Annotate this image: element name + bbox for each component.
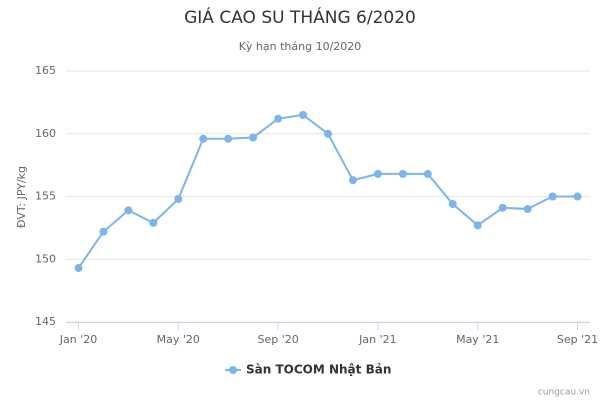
x-tick-label: May '20 xyxy=(157,333,200,346)
point xyxy=(99,227,108,236)
point xyxy=(373,169,382,178)
point xyxy=(348,176,357,185)
point xyxy=(149,218,158,227)
point xyxy=(473,221,482,230)
point xyxy=(398,169,407,178)
y-tick-label: 155 xyxy=(35,190,56,203)
point xyxy=(174,195,183,204)
point xyxy=(74,264,83,273)
point xyxy=(249,133,258,142)
y-tick-label: 145 xyxy=(35,315,56,328)
x-tick-label: May '21 xyxy=(456,333,499,346)
point xyxy=(423,169,432,178)
point xyxy=(199,134,208,143)
point xyxy=(274,114,283,123)
legend-label: Sàn TOCOM Nhật Bản xyxy=(246,363,391,377)
x-tick-label: Sep '20 xyxy=(257,333,298,346)
point xyxy=(548,192,557,201)
line xyxy=(77,113,578,269)
point xyxy=(224,134,233,143)
y-tick-label: 150 xyxy=(35,252,56,265)
y-tick-label: 165 xyxy=(35,64,56,77)
chart-subtitle: Kỳ hạn tháng 10/2020 xyxy=(239,40,362,53)
x-tick-label: Jan '20 xyxy=(59,333,97,346)
chart-title: GIÁ CAO SU THÁNG 6/2020 xyxy=(184,6,416,28)
x-tick-label: Sep '21 xyxy=(557,333,598,346)
y-axis-label: ĐVT: JPY/kg xyxy=(15,166,28,228)
point xyxy=(573,192,582,201)
legend-marker xyxy=(229,366,237,374)
x-tick-label: Jan '21 xyxy=(358,333,396,346)
point xyxy=(448,200,457,209)
point xyxy=(299,110,308,119)
point xyxy=(124,206,133,215)
y-tick-label: 160 xyxy=(35,127,56,140)
point xyxy=(523,205,532,214)
credit: cungcau.vn xyxy=(538,388,590,398)
point xyxy=(498,203,507,212)
point xyxy=(324,129,332,138)
